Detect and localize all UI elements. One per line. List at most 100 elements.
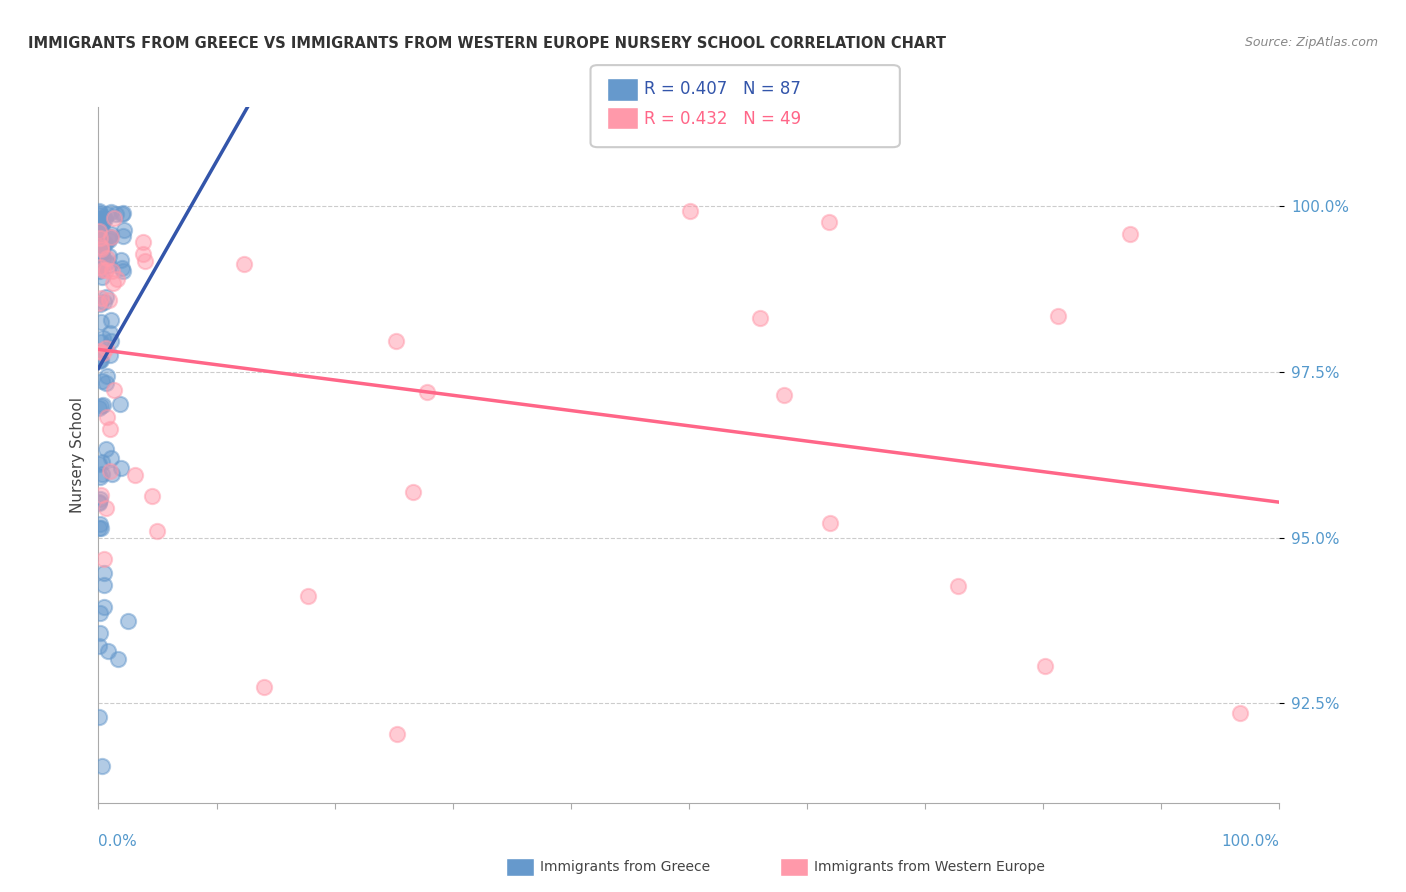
- Point: [93, 211, 115, 225]
- Point: [90, 216, 112, 230]
- Point: [94, 342, 117, 356]
- Point: [90, 215, 112, 229]
- Point: [100, 326, 122, 340]
- Point: [416, 385, 439, 400]
- Point: [90, 240, 112, 254]
- Point: [1033, 658, 1056, 673]
- Point: [89, 238, 111, 252]
- Point: [89, 296, 111, 310]
- Point: [98, 231, 121, 245]
- Point: [97, 644, 120, 658]
- Point: [91, 455, 114, 469]
- Point: [111, 264, 134, 278]
- Point: [91, 346, 114, 360]
- Point: [93, 295, 115, 310]
- Point: [748, 310, 770, 325]
- Point: [87, 354, 110, 368]
- Point: [87, 401, 110, 415]
- Text: IMMIGRANTS FROM GREECE VS IMMIGRANTS FROM WESTERN EUROPE NURSERY SCHOOL CORRELAT: IMMIGRANTS FROM GREECE VS IMMIGRANTS FRO…: [28, 36, 946, 51]
- Point: [94, 263, 117, 277]
- Point: [97, 293, 120, 307]
- Point: [89, 224, 111, 238]
- Point: [112, 223, 135, 237]
- Point: [87, 208, 110, 222]
- Point: [98, 464, 121, 478]
- Point: [100, 229, 122, 244]
- Point: [112, 228, 135, 243]
- Point: [101, 276, 124, 290]
- Point: [87, 246, 110, 260]
- Point: [132, 246, 155, 260]
- Point: [87, 204, 110, 219]
- Point: [93, 578, 115, 592]
- Point: [87, 710, 110, 724]
- Point: [87, 521, 110, 535]
- Point: [89, 214, 111, 228]
- Point: [87, 212, 110, 227]
- Point: [91, 331, 114, 345]
- Point: [90, 269, 112, 284]
- Point: [89, 259, 111, 273]
- Point: [111, 260, 134, 275]
- Point: [89, 606, 111, 620]
- Point: [948, 579, 970, 593]
- Y-axis label: Nursery School: Nursery School: [69, 397, 84, 513]
- Point: [87, 235, 110, 249]
- Point: [818, 516, 841, 531]
- Point: [90, 467, 112, 482]
- Point: [1047, 309, 1070, 323]
- Point: [385, 334, 408, 348]
- Point: [89, 496, 111, 510]
- Point: [87, 224, 110, 238]
- Text: R = 0.432   N = 49: R = 0.432 N = 49: [644, 110, 801, 128]
- Point: [93, 566, 115, 580]
- Point: [385, 727, 408, 741]
- Point: [89, 492, 111, 507]
- Point: [90, 521, 112, 535]
- Point: [96, 207, 118, 221]
- Point: [773, 388, 796, 402]
- Point: [93, 600, 115, 615]
- Point: [101, 467, 124, 481]
- Text: Source: ZipAtlas.com: Source: ZipAtlas.com: [1244, 36, 1378, 49]
- Point: [110, 397, 132, 411]
- Point: [89, 457, 111, 471]
- Point: [87, 212, 110, 227]
- Point: [110, 461, 132, 475]
- Point: [817, 215, 839, 229]
- Point: [252, 681, 274, 695]
- Point: [94, 501, 117, 516]
- Point: [90, 399, 112, 413]
- Point: [89, 260, 111, 274]
- Point: [132, 235, 155, 249]
- Point: [98, 233, 121, 247]
- Point: [103, 211, 125, 226]
- Point: [402, 484, 425, 499]
- Point: [89, 295, 111, 310]
- Point: [111, 207, 134, 221]
- Point: [96, 369, 118, 384]
- Point: [91, 244, 114, 259]
- Point: [89, 232, 111, 246]
- Point: [98, 230, 121, 244]
- Point: [297, 589, 319, 603]
- Point: [105, 271, 128, 285]
- Point: [89, 223, 111, 237]
- Point: [91, 397, 114, 411]
- Point: [89, 640, 111, 654]
- Point: [124, 467, 146, 482]
- Point: [98, 422, 121, 436]
- Point: [96, 255, 118, 269]
- Point: [89, 231, 111, 245]
- Point: [90, 291, 112, 305]
- Point: [90, 759, 112, 773]
- Text: R = 0.407   N = 87: R = 0.407 N = 87: [644, 80, 801, 98]
- Point: [100, 227, 122, 241]
- Point: [98, 249, 121, 263]
- Point: [233, 257, 256, 271]
- Point: [105, 206, 128, 220]
- Point: [98, 348, 121, 362]
- Point: [87, 344, 110, 359]
- Point: [90, 334, 112, 349]
- Point: [90, 352, 112, 367]
